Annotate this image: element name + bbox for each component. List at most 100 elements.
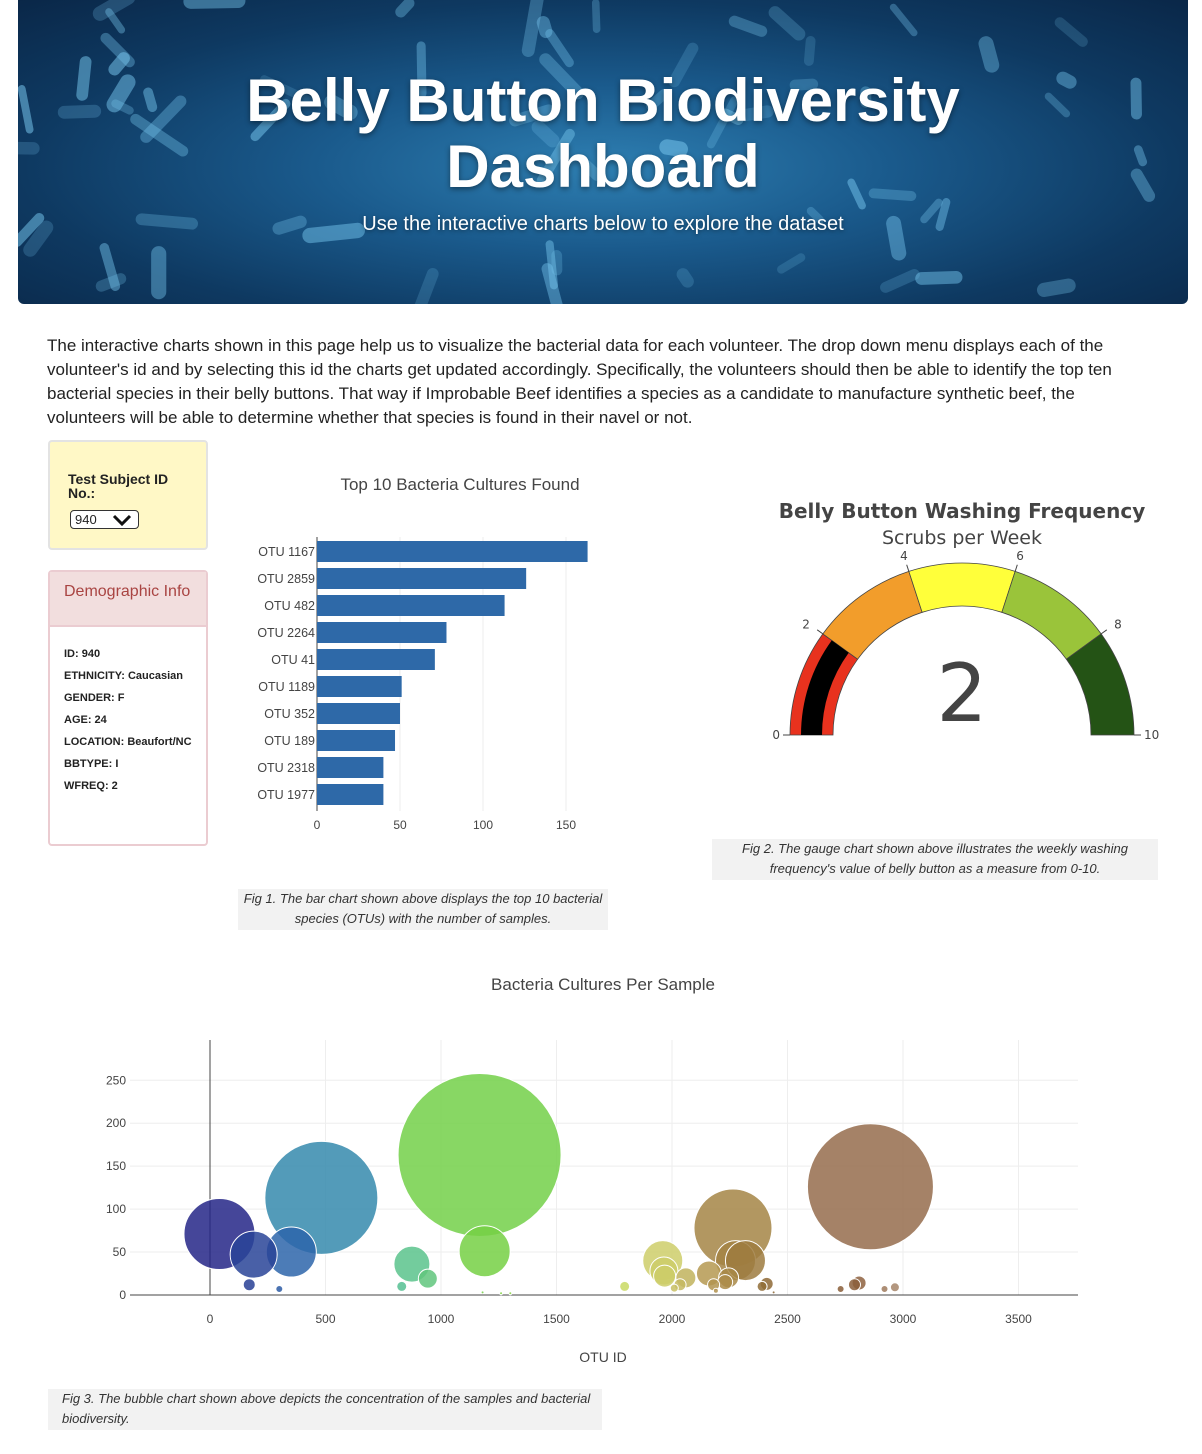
gauge-tick [906,564,910,572]
bubble [619,1280,631,1292]
meta-age: AGE: 24 [64,714,107,726]
bacteria-shape [395,0,415,18]
bacteria-shape [130,113,189,157]
bacteria-shape [1130,168,1156,202]
bubble [397,1072,562,1237]
gauge-tick-label: 10 [1144,728,1159,742]
bacteria-shape [536,16,553,39]
meta-ethnicity: ETHNICITY: Caucasian [64,670,183,682]
bacteria-shape [183,0,246,9]
bacteria-shape [920,198,943,224]
bacteria-shape [1054,17,1088,47]
bacteria-shape [803,36,816,66]
bubble-x-tick: 0 [207,1312,214,1326]
bacteria-shape [409,268,439,304]
bubble-y-tick: 150 [106,1159,126,1173]
fig3-caption: Fig 3. The bubble chart shown above depi… [48,1389,602,1430]
bacteria-shape [645,88,670,111]
bar-category-label: OTU 189 [264,734,315,748]
bacteria-shape [545,240,559,290]
demographic-info-title: Demographic Info [50,572,206,627]
top10-bar-chart[interactable]: Top 10 Bacteria Cultures Found 0 50 100 150… [228,455,608,845]
bacteria-shape [18,213,45,247]
bacteria-shape [886,215,907,261]
bubble [712,1287,719,1294]
bacteria-shape [728,15,768,37]
bacteria-shape [806,206,824,224]
wash-frequency-gauge[interactable]: Belly Button Washing Frequency Scrubs pe… [720,490,1200,780]
bacteria-shape [531,120,560,148]
bacteria-shape [789,78,819,91]
bacteria-shape [143,87,158,113]
bacteria-shape [777,253,806,274]
bacteria-shape [135,213,199,230]
bubble [836,1284,845,1293]
demographic-info-body: ID: 940 ETHNICITY: Caucasian GENDER: F A… [50,627,206,792]
bar [317,784,384,805]
bubble [480,1290,485,1295]
bubble-chart[interactable]: Bacteria Cultures Per Sample OTU ID 0 50 1… [40,960,1130,1380]
gauge-tick [816,629,824,635]
bacteria-shape [92,0,136,21]
bar-category-label: OTU 1189 [258,680,315,694]
bacteria-shape [108,52,130,76]
bacteria-shape [416,41,427,98]
bar [317,676,402,697]
bar-category-label: OTU 1167 [258,545,315,559]
bar-chart-title: Top 10 Bacteria Cultures Found [340,475,579,494]
chevron-down-icon [112,514,132,526]
bar [317,649,435,670]
bubble-chart-xlabel: OTU ID [579,1349,626,1365]
fig2-caption: Fig 2. The gauge chart shown above illus… [712,839,1158,880]
bacteria-shape [1056,71,1077,89]
bacteria-shape [76,56,92,101]
bubble [458,1225,511,1278]
gauge-tick-label: 6 [1016,549,1024,563]
bubble-x-tick: 1000 [428,1312,455,1326]
bacteria-shape [720,108,744,125]
bacteria-shape [539,53,585,100]
bar [317,730,396,751]
bacteria-shape [591,0,601,33]
bacteria-shape [105,8,126,34]
bacteria-shape [111,99,134,115]
bacteria-shape [18,141,40,155]
page-subtitle: Use the interactive charts below to expl… [362,213,844,235]
meta-gender: GENDER: F [64,692,125,704]
gauge-tick-label: 4 [900,549,908,563]
bubble [242,1278,256,1292]
gauge-tick-label: 0 [772,728,780,742]
bacteria-background-image [18,0,1156,304]
bar [317,541,588,562]
bubble [756,1280,768,1292]
meta-wfreq: WFREQ: 2 [64,780,118,792]
bacteria-shape [676,268,694,288]
bar [317,703,400,724]
bacteria-shape [868,188,917,201]
bar [317,757,384,778]
bacteria-shape [57,104,102,119]
gauge-tick-label: 2 [802,617,810,631]
bacteria-shape [935,198,951,231]
bubble [847,1278,861,1292]
bacteria-shape [668,42,699,88]
gauge-value-number: 2 [937,647,988,740]
bubble-y-tick: 0 [119,1288,126,1302]
bubble-x-tick: 3000 [890,1312,917,1326]
bacteria-shape [272,215,307,235]
bacteria-shape [860,86,872,108]
meta-id: ID: 940 [64,648,101,660]
bacteria-shape [521,0,545,58]
gauge-subtitle: Scrubs per Week [882,527,1042,549]
bacteria-shape [260,75,315,106]
bubble [275,1284,284,1293]
bubble [717,1274,734,1291]
bubble [806,1123,934,1251]
bubble-y-tick: 250 [106,1073,126,1087]
bacteria-shape [580,159,603,181]
gauge-tick [1014,564,1018,572]
subject-id-dropdown[interactable]: 940 [70,510,139,529]
bacteria-shape [978,36,1000,73]
bacteria-shape [1044,92,1071,118]
subject-selector-panel: Test Subject ID No.: 940 [48,440,208,550]
